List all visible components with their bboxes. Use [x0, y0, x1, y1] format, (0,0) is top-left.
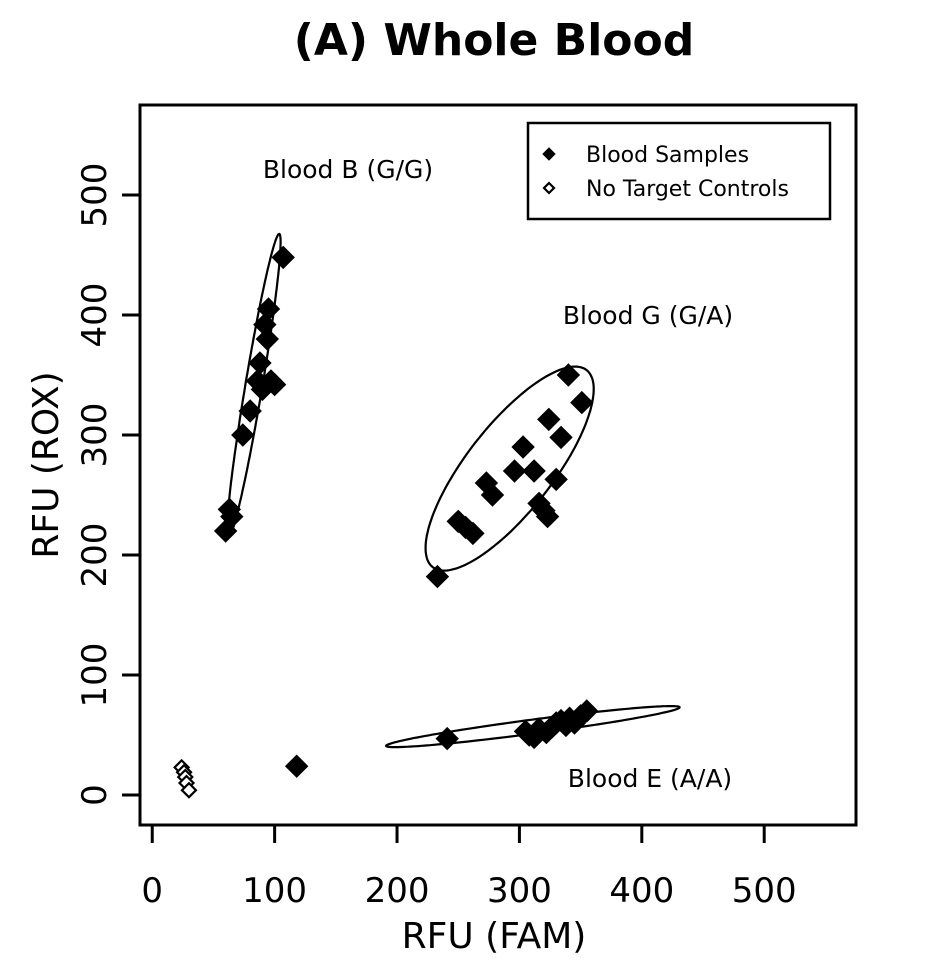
- y-tick-label: 200: [75, 523, 115, 588]
- legend-entry: No Target Controls: [586, 177, 789, 202]
- data-points: [173, 245, 599, 799]
- y-tick-label: 400: [75, 283, 115, 348]
- x-tick-label: 300: [487, 871, 552, 911]
- blood-sample-point: [220, 504, 244, 529]
- blood-sample-point: [535, 504, 560, 529]
- legend-filled-marker: [542, 147, 556, 161]
- blood-sample-point: [271, 245, 295, 270]
- y-tick-label: 300: [75, 403, 115, 468]
- blood-sample-point: [480, 483, 505, 507]
- blood-sample-point: [425, 564, 450, 589]
- no-target-control-point: [180, 781, 198, 799]
- x-tick-label: 0: [141, 871, 163, 911]
- blood-sample-point: [502, 459, 527, 483]
- legend-entry: Blood Samples: [586, 143, 749, 168]
- blood-sample-point: [511, 435, 535, 459]
- blood-sample-point: [231, 423, 255, 447]
- blood-sample-point: [522, 459, 546, 483]
- blood-sample-point: [575, 699, 599, 723]
- blood-sample-point: [570, 390, 594, 415]
- blood-sample-point: [256, 297, 281, 321]
- y-axis-label: RFU (ROX): [26, 371, 67, 558]
- y-axis: 0 100 200 300 400 500: [75, 163, 142, 806]
- cluster-ellipse: [384, 705, 681, 749]
- blood-sample-point: [556, 363, 581, 387]
- blood-sample-point: [255, 327, 279, 351]
- x-tick-label: 500: [732, 871, 797, 911]
- y-tick-label: 0: [75, 784, 115, 806]
- blood-sample-point: [461, 521, 485, 546]
- legend: Blood Samples No Target Controls: [526, 121, 832, 221]
- x-tick-label: 100: [242, 871, 307, 911]
- legend-box: [526, 121, 832, 221]
- blood-sample-point: [435, 726, 459, 751]
- y-tick-label: 100: [75, 643, 115, 708]
- x-axis: 0 100 200 300 400 500: [141, 823, 797, 911]
- cluster-labels: Blood B (G/G) Blood G (G/A) Blood E (A/A): [263, 155, 733, 793]
- blood-sample-point: [544, 467, 568, 492]
- chart-title: (A) Whole Blood: [294, 15, 695, 66]
- blood-sample-point: [537, 407, 561, 432]
- cluster-label: Blood G (G/A): [563, 301, 733, 330]
- legend-open-marker: [542, 181, 556, 195]
- blood-sample-point: [248, 351, 272, 375]
- blood-sample-point: [284, 754, 309, 778]
- blood-sample-point: [262, 372, 287, 397]
- cluster-label: Blood B (G/G): [263, 155, 433, 184]
- x-tick-label: 200: [365, 871, 430, 911]
- cluster-ellipse: [424, 365, 595, 572]
- cluster-label: Blood E (A/A): [568, 764, 732, 793]
- blood-sample-point: [238, 399, 262, 423]
- y-tick-label: 500: [75, 163, 115, 228]
- x-tick-label: 400: [609, 871, 674, 911]
- x-axis-label: RFU (FAM): [402, 916, 587, 957]
- blood-sample-point: [549, 425, 573, 450]
